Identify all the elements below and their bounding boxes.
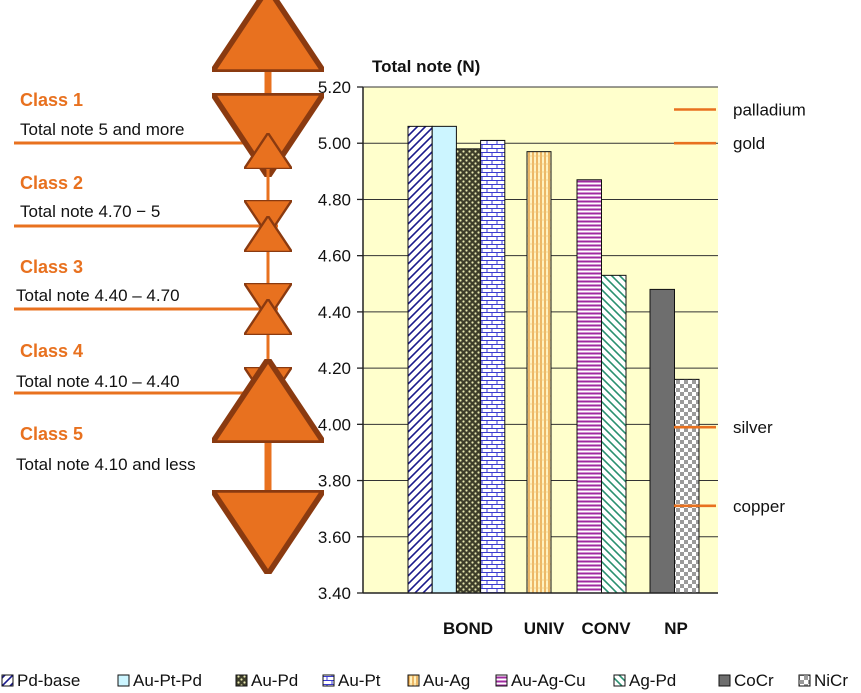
y-tick-label: 5.00 (318, 134, 351, 153)
class-title: Class 5 (20, 424, 83, 444)
y-tick-label: 3.80 (318, 472, 351, 491)
legend-swatch-au-pd (235, 674, 248, 687)
bar-au-pt (480, 139, 506, 594)
class-title: Class 3 (20, 257, 83, 277)
legend-label: Au-Pd (251, 671, 298, 690)
bar-au-ag-cu (576, 179, 602, 594)
legend-swatch-ag-pd (613, 674, 626, 687)
y-tick-label: 3.40 (318, 584, 351, 603)
reference-label-copper: copper (733, 497, 785, 516)
y-tick-label: 4.40 (318, 303, 351, 322)
bar-cocr (649, 288, 675, 594)
axes (357, 86, 718, 594)
category-labels: BOND UNIV CONV NP (443, 619, 688, 638)
class-description: Total note 5 and more (20, 120, 184, 139)
y-axis-title: Total note (N) (372, 57, 480, 76)
class-description: Total note 4.40 – 4.70 (16, 286, 180, 305)
legend-label: Au-Ag (423, 671, 470, 690)
legend-swatch-au-pt-pd (117, 674, 130, 687)
y-tick-label: 4.20 (318, 359, 351, 378)
y-tick-labels: 5.20 5.00 4.80 4.60 4.40 4.20 4.00 3.80 3.60 3.40 (318, 78, 351, 603)
class-title: Class 2 (20, 173, 83, 193)
category-label-univ: UNIV (524, 619, 565, 638)
class-description: Total note 4.10 – 4.40 (16, 372, 180, 391)
legend-swatch-pd-base (1, 674, 14, 687)
category-label-conv: CONV (581, 619, 631, 638)
category-label-bond: BOND (443, 619, 493, 638)
class-title: Class 4 (20, 341, 83, 361)
bar-au-ag (526, 151, 552, 594)
class-title: Class 1 (20, 90, 83, 110)
reference-label-palladium: palladium (733, 100, 806, 119)
y-tick-label: 4.60 (318, 247, 351, 266)
class-panel: Class 1 Total note 5 and more Class 2 Total… (14, 90, 278, 474)
y-tick-label: 5.20 (318, 78, 351, 97)
legend-label: Au-Pt-Pd (133, 671, 202, 690)
bar-au-pd (455, 148, 482, 594)
legend-label: NiCr (814, 671, 848, 690)
bar-au-pt-pd (431, 125, 457, 594)
legend-label: Au-Pt (338, 671, 381, 690)
bars (407, 125, 700, 594)
class-description: Total note 4.10 and less (16, 455, 196, 474)
legend-label: Ag-Pd (629, 671, 676, 690)
legend-swatch-au-pt (322, 674, 335, 687)
legend-label: Au-Ag-Cu (511, 671, 586, 690)
legend-label: CoCr (734, 671, 774, 690)
legend-swatch-au-ag (407, 674, 420, 687)
bar-nicr (674, 378, 700, 594)
legend: Pd-base Au-Pt-Pd Au-Pd Au-Pt Au-Ag Au-Ag-Cu Ag… (1, 671, 848, 690)
legend-swatch-cocr (718, 674, 731, 687)
class-description: Total note 4.70 − 5 (20, 202, 160, 221)
legend-label: Pd-base (17, 671, 80, 690)
y-tick-label: 4.00 (318, 415, 351, 434)
y-tick-label: 3.60 (318, 528, 351, 547)
bar-ag-pd (601, 274, 627, 594)
legend-swatch-au-ag-cu (495, 674, 508, 687)
category-label-np: NP (664, 619, 688, 638)
legend-swatch-nicr (798, 674, 811, 687)
y-tick-label: 4.80 (318, 190, 351, 209)
reference-label-gold: gold (733, 134, 765, 153)
bar-pd-base (407, 125, 433, 594)
reference-lines: palladium gold silver copper (674, 100, 806, 516)
reference-label-silver: silver (733, 418, 773, 437)
